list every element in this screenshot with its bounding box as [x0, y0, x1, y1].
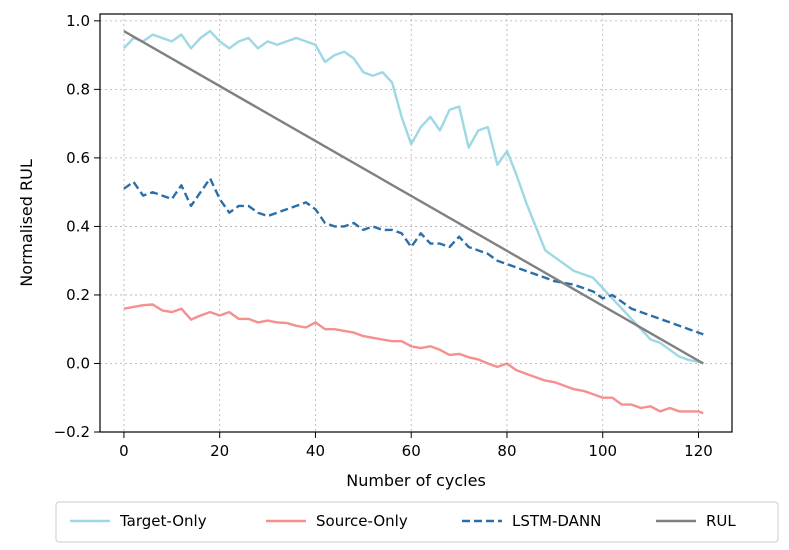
y-tick-label: 0.4: [66, 217, 90, 235]
y-tick-label: 0.6: [66, 149, 90, 167]
legend-label-target-only: Target-Only: [119, 512, 207, 530]
gridlines: [100, 14, 732, 433]
x-tick-label: 20: [210, 442, 229, 460]
x-tick-label: 40: [306, 442, 325, 460]
y-tick-label: −0.2: [54, 423, 90, 441]
plot-background: [100, 14, 732, 432]
legend-items: Target-Only Source-Only LSTM-DANN RUL: [70, 512, 736, 530]
plot-frame: [99, 13, 733, 433]
y-tick-label: 0.8: [66, 80, 90, 98]
series-line-rul: [123, 30, 704, 365]
x-tick-label: 0: [119, 442, 129, 460]
legend-label-source-only: Source-Only: [316, 512, 408, 530]
axis-ticks: 0 20 40 60 80 100 120 −0.2 0.0 0.2 0.4 0.6 0.8 1.0: [54, 12, 713, 460]
legend: Target-Only Source-Only LSTM-DANN RUL: [55, 501, 779, 543]
y-tick-label: 0.2: [66, 286, 90, 304]
legend-label-lstm-dann: LSTM-DANN: [512, 512, 601, 530]
series-line-source-only: [123, 303, 704, 415]
y-tick-label: 0.0: [66, 354, 90, 372]
y-axis-label: Normalised RUL: [17, 159, 36, 287]
legend-box: [55, 501, 779, 543]
series-line-lstm-dann: [123, 177, 704, 336]
x-tick-label: 120: [684, 442, 713, 460]
y-tick-label: 1.0: [66, 12, 90, 30]
x-tick-label: 80: [497, 442, 516, 460]
x-tick-label: 100: [588, 442, 617, 460]
x-axis-label: Number of cycles: [346, 471, 486, 490]
legend-label-rul: RUL: [706, 512, 736, 530]
series-layer: [123, 29, 704, 415]
x-tick-label: 60: [402, 442, 421, 460]
